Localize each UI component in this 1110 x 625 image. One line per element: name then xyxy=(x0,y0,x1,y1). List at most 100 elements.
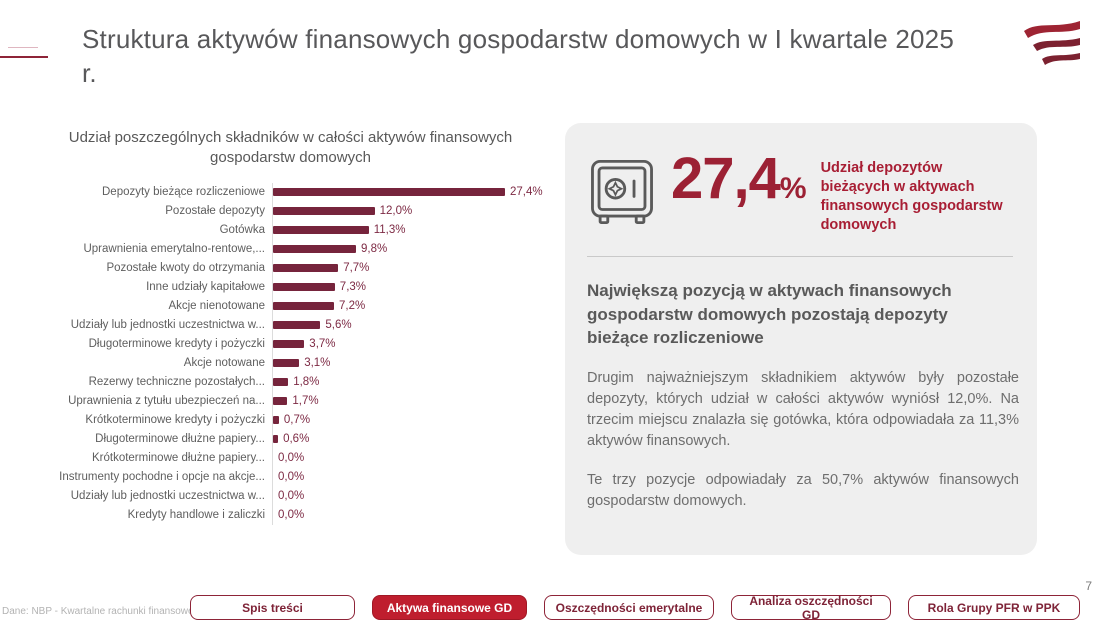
bar xyxy=(273,264,339,272)
bar-zone: 0,0% xyxy=(272,467,563,487)
category-label: Pozostałe kwoty do otrzymania xyxy=(106,262,265,274)
stat-caption: Udział depozytów bieżących w aktywach fi… xyxy=(820,160,1003,233)
bar-zone: 3,7% xyxy=(272,334,563,354)
panel-paragraph-2: Te trzy pozycje odpowiadały za 50,7% akt… xyxy=(587,471,1019,509)
panel-heading: Największą pozycją w aktywach finansowyc… xyxy=(587,281,952,348)
chart-row: Kredyty handlowe i zaliczki 0,0% xyxy=(18,505,563,525)
bar xyxy=(273,435,279,443)
bar-zone: 5,6% xyxy=(272,315,563,335)
chart-row: Uprawnienia z tytułu ubezpieczeń na... 1… xyxy=(18,391,563,411)
bar-chart: Udział poszczególnych składników w całoś… xyxy=(18,128,563,525)
chart-title: Udział poszczególnych składników w całoś… xyxy=(68,129,513,167)
panel-top: 27,4% Udział depozytów bieżących w aktyw… xyxy=(587,150,1013,234)
bar-zone: 7,3% xyxy=(272,277,563,297)
nav-button-rola-grupy-pfr-w-ppk[interactable]: Rola Grupy PFR w PPK xyxy=(908,595,1080,620)
value-label: 1,7% xyxy=(292,395,319,407)
stat-number: 27,4% xyxy=(671,150,807,208)
bar-zone: 0,0% xyxy=(272,505,563,525)
category-label: Udziały lub jednostki uczestnictwa w... xyxy=(70,490,265,502)
bar-zone: 0,6% xyxy=(272,429,563,449)
info-panel: 27,4% Udział depozytów bieżących w aktyw… xyxy=(565,123,1037,555)
chart-row: Krótkoterminowe kredyty i pożyczki 0,7% xyxy=(18,410,563,430)
bar-zone: 3,1% xyxy=(272,353,563,373)
value-label: 0,7% xyxy=(283,414,311,426)
category-label: Uprawnienia z tytułu ubezpieczeń na... xyxy=(68,395,265,407)
bar xyxy=(273,416,279,424)
nav-button-aktywa-finansowe-gd[interactable]: Aktywa finansowe GD xyxy=(372,595,527,620)
nav-button-analiza-oszczędności-gd[interactable]: Analiza oszczędności GD xyxy=(731,594,891,622)
chart-row: Udziały lub jednostki uczestnictwa w... … xyxy=(18,315,563,335)
value-label: 0,0% xyxy=(278,509,305,521)
chart-row: Pozostałe kwoty do otrzymania 7,7% xyxy=(18,258,563,278)
nav-button-spis-treści[interactable]: Spis treści xyxy=(190,595,355,620)
category-label: Długoterminowe dłużne papiery... xyxy=(95,433,265,445)
bar xyxy=(273,302,334,310)
bar xyxy=(273,226,369,234)
category-label: Inne udziały kapitałowe xyxy=(146,281,265,293)
chart-row: Długoterminowe kredyty i pożyczki 3,7% xyxy=(18,334,563,354)
bar xyxy=(273,378,289,386)
bar-zone: 1,8% xyxy=(272,372,563,392)
pfr-logo-icon xyxy=(1016,18,1082,70)
bar xyxy=(273,321,321,329)
page-title: Struktura aktywów finansowych gospodarst… xyxy=(82,24,954,89)
bar-zone: 11,3% xyxy=(272,220,563,240)
bar xyxy=(273,340,305,348)
nav-button-oszczędności-emerytalne[interactable]: Oszczędności emerytalne xyxy=(544,595,714,620)
value-label: 0,0% xyxy=(278,471,305,483)
value-label: 3,7% xyxy=(309,338,336,350)
value-label: 11,3% xyxy=(373,224,406,236)
bar-zone: 0,0% xyxy=(272,448,563,468)
bar xyxy=(273,245,356,253)
stat-percent-sign: % xyxy=(779,172,807,205)
accent-dash-light xyxy=(8,47,38,48)
value-label: 3,1% xyxy=(304,357,331,369)
bar xyxy=(273,283,335,291)
bar xyxy=(273,207,375,215)
accent-dash xyxy=(0,56,48,58)
category-label: Depozyty bieżące rozliczeniowe xyxy=(102,186,265,198)
chart-row: Gotówka 11,3% xyxy=(18,220,563,240)
value-label: 0,0% xyxy=(278,490,305,502)
chart-row: Instrumenty pochodne i opcje na akcje...… xyxy=(18,467,563,487)
source-note: Dane: NBP - Kwartalne rachunki finansowe xyxy=(2,606,194,617)
chart-row: Krótkoterminowe dłużne papiery... 0,0% xyxy=(18,448,563,468)
bar-zone: 12,0% xyxy=(272,201,563,221)
bar-zone: 27,4% xyxy=(272,182,563,202)
category-label: Uprawnienia emerytalno-rentowe,... xyxy=(83,243,265,255)
chart-rows: Depozyty bieżące rozliczeniowe 27,4% Poz… xyxy=(18,182,563,525)
category-label: Akcje nienotowane xyxy=(168,300,265,312)
category-label: Instrumenty pochodne i opcje na akcje... xyxy=(59,471,265,483)
value-label: 7,2% xyxy=(339,300,366,312)
value-label: 0,0% xyxy=(278,452,305,464)
value-label: 9,8% xyxy=(361,243,388,255)
category-label: Gotówka xyxy=(219,224,265,236)
bar-zone: 0,0% xyxy=(272,486,563,506)
category-label: Długoterminowe kredyty i pożyczki xyxy=(88,338,265,350)
bar xyxy=(273,188,505,196)
bar-zone: 7,2% xyxy=(272,296,563,316)
chart-row: Rezerwy techniczne pozostałych... 1,8% xyxy=(18,372,563,392)
panel-divider xyxy=(587,256,1013,258)
bar-zone: 0,7% xyxy=(272,410,563,430)
bar xyxy=(273,359,300,367)
category-label: Rezerwy techniczne pozostałych... xyxy=(88,376,265,388)
category-label: Akcje notowane xyxy=(183,357,265,369)
value-label: 27,4% xyxy=(510,186,543,198)
value-label: 12,0% xyxy=(379,205,413,217)
category-label: Krótkoterminowe kredyty i pożyczki xyxy=(85,414,265,426)
value-label: 1,8% xyxy=(293,376,320,388)
chart-row: Akcje notowane 3,1% xyxy=(18,353,563,373)
chart-row: Długoterminowe dłużne papiery... 0,6% xyxy=(18,429,563,449)
category-label: Udziały lub jednostki uczestnictwa w... xyxy=(70,319,265,331)
chart-row: Inne udziały kapitałowe 7,3% xyxy=(18,277,563,297)
value-label: 7,7% xyxy=(343,262,370,274)
page-number: 7 xyxy=(1085,579,1092,593)
safe-icon xyxy=(587,153,657,231)
stat-value: 27,4 xyxy=(671,146,781,211)
chart-row: Akcje nienotowane 7,2% xyxy=(18,296,563,316)
category-label: Pozostałe depozyty xyxy=(165,205,265,217)
bar-zone: 7,7% xyxy=(272,258,563,278)
bar-zone: 9,8% xyxy=(272,239,563,259)
